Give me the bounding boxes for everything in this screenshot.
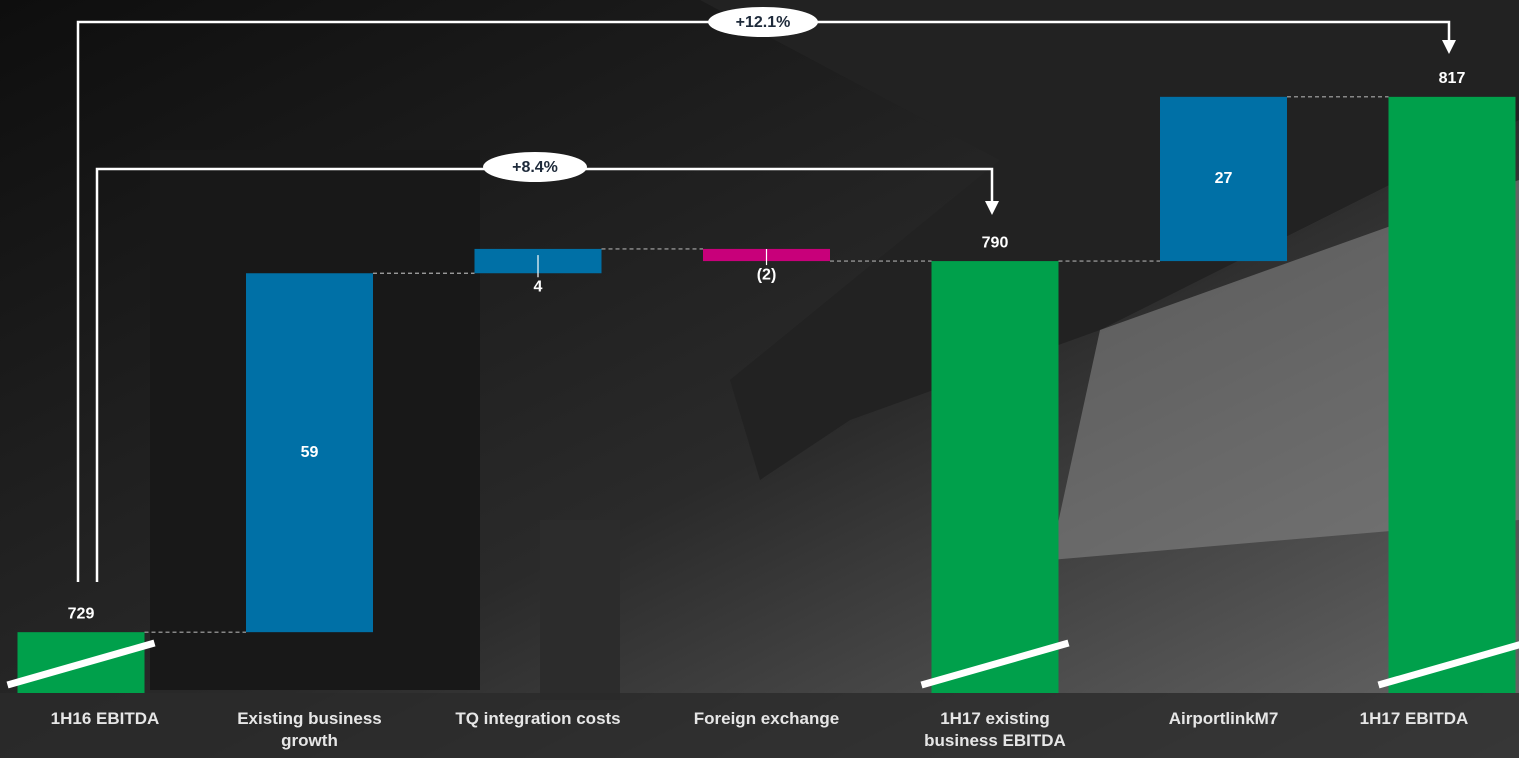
category-label: Existing business growth [237,709,382,750]
axis-break [1377,641,1519,689]
bar [246,273,373,633]
value-label: 729 [68,605,95,622]
value-label: (2) [757,266,777,283]
category-label: AirportlinkM7 [1168,709,1279,728]
arrow-head [985,201,999,215]
annotation-bubble [483,152,587,182]
bar [931,261,1059,693]
value-label: 4 [534,278,543,295]
category-label: TQ integration costs [455,709,621,728]
value-label: 817 [1439,70,1466,87]
arrow-head [1442,40,1456,54]
annotation: +8.4% [512,159,558,176]
annotation: +12.1% [736,14,791,31]
category-label: 1H17 EBITDA [1359,709,1469,728]
pillar [540,520,620,700]
value-label: 59 [301,444,319,461]
category-label: Foreign exchange [693,709,840,728]
bar [1160,96,1287,262]
category-label: 1H16 EBITDA [50,709,160,728]
axis-break [920,639,1070,689]
bar [1388,96,1516,694]
annotation-bubble [708,7,818,37]
overpass [700,0,1519,480]
axis-break [6,639,156,689]
value-label: 27 [1215,170,1233,187]
value-label: 790 [982,234,1009,251]
category-label: 1H17 existing business EBITDA [924,709,1066,750]
road [0,693,1519,758]
